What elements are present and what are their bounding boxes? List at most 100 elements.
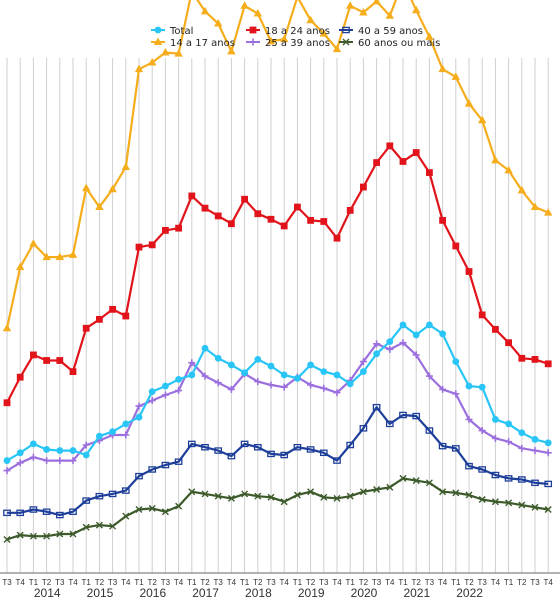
data-point — [452, 242, 460, 250]
legend-item-25-a-39-anos[interactable]: 25 a 39 anos — [246, 38, 330, 49]
data-point — [452, 489, 460, 497]
tick-label-year: 2014 — [34, 586, 61, 600]
data-point — [518, 501, 526, 509]
data-point — [399, 158, 407, 165]
data-point — [293, 491, 301, 499]
data-point — [16, 373, 24, 381]
data-point — [412, 351, 420, 359]
data-point — [267, 493, 275, 501]
data-point — [82, 497, 91, 504]
tick-label-quarter: T3 — [214, 578, 224, 587]
data-point — [214, 447, 223, 454]
data-point — [359, 7, 368, 16]
data-point — [412, 477, 420, 485]
data-point — [43, 357, 50, 364]
data-point — [162, 226, 169, 234]
tick-label-quarter: T4 — [16, 578, 26, 587]
legend-item-60-anos-ou-mais[interactable]: 60 anos ou mais — [339, 38, 440, 49]
data-point — [333, 234, 341, 242]
data-point — [478, 427, 486, 435]
data-point — [29, 506, 38, 513]
data-point — [3, 399, 11, 407]
data-point — [518, 354, 526, 362]
tick-label-quarter: T1 — [398, 578, 408, 587]
legend-item-40-a-59-anos[interactable]: 40 a 59 anos — [339, 26, 423, 37]
legend-label: Total — [169, 26, 193, 37]
data-point — [504, 165, 513, 174]
data-point — [30, 440, 37, 448]
data-point — [96, 432, 103, 440]
legend-swatch-marker — [342, 38, 350, 46]
tick-label-year: 2022 — [456, 586, 483, 600]
data-point — [161, 508, 169, 516]
data-point — [16, 531, 24, 539]
tick-label-quarter: T3 — [478, 578, 488, 587]
data-point — [492, 416, 499, 423]
tick-label-quarter: T2 — [412, 578, 422, 587]
data-point — [531, 503, 539, 511]
data-point — [95, 521, 103, 529]
data-point — [201, 490, 209, 498]
data-point — [109, 428, 116, 436]
data-point — [517, 476, 526, 483]
data-point — [294, 203, 301, 211]
data-point — [412, 149, 420, 156]
data-point — [188, 488, 196, 496]
data-point — [3, 467, 11, 475]
data-point — [385, 420, 394, 428]
tick-label-quarter: T4 — [544, 578, 554, 587]
data-point — [29, 453, 37, 461]
tick-label-quarter: T4 — [491, 578, 501, 587]
data-point — [43, 457, 51, 465]
data-point — [399, 474, 407, 482]
data-point — [478, 311, 486, 319]
data-point — [122, 420, 130, 428]
data-point — [504, 475, 513, 482]
data-point — [161, 47, 170, 56]
data-point — [280, 451, 289, 459]
legend-item-total[interactable]: Total — [151, 26, 193, 37]
data-point — [134, 64, 144, 73]
data-point — [359, 425, 368, 432]
series-40-a-59-anos — [3, 403, 553, 519]
data-point — [439, 488, 447, 496]
legend-label: 14 a 17 anos — [170, 38, 235, 49]
data-point — [518, 429, 526, 437]
tick-label-quarter: T2 — [306, 578, 316, 587]
data-point — [214, 492, 222, 500]
tick-label-quarter: T4 — [68, 578, 78, 587]
data-point — [464, 99, 474, 107]
legend-item-18-a-24-anos[interactable]: 18 a 24 anos — [246, 26, 330, 37]
legend[interactable]: Total 18 a 24 anos 40 a 59 anos 14 a 17 ano… — [151, 26, 440, 49]
data-point — [135, 472, 143, 480]
data-point — [254, 210, 262, 218]
data-point — [307, 488, 315, 496]
data-point — [478, 466, 487, 473]
data-point — [386, 142, 394, 150]
data-point — [385, 11, 394, 19]
data-point — [346, 441, 355, 449]
data-point — [56, 447, 64, 454]
data-point — [82, 523, 90, 531]
data-point — [531, 436, 539, 443]
tick-label-quarter: T4 — [121, 578, 131, 587]
tick-label-quarter: T3 — [530, 578, 540, 587]
data-point — [320, 368, 328, 376]
tick-label-quarter: T3 — [161, 578, 171, 587]
series-14-a-17-anos — [2, 0, 553, 332]
series-25-a-39-anos — [3, 339, 552, 475]
tick-label-quarter: T1 — [346, 578, 356, 587]
data-point — [319, 29, 328, 37]
data-point — [30, 351, 37, 359]
data-point — [135, 402, 143, 410]
data-point — [122, 512, 130, 520]
data-point — [56, 357, 64, 364]
data-point — [359, 358, 367, 366]
data-point — [68, 250, 78, 258]
legend-item-14-a-17-anos[interactable]: 14 a 17 anos — [151, 37, 235, 50]
data-point — [214, 354, 222, 362]
tick-label-quarter: T1 — [82, 578, 92, 587]
data-point — [280, 222, 288, 230]
data-point — [200, 6, 210, 15]
data-point — [201, 204, 209, 212]
